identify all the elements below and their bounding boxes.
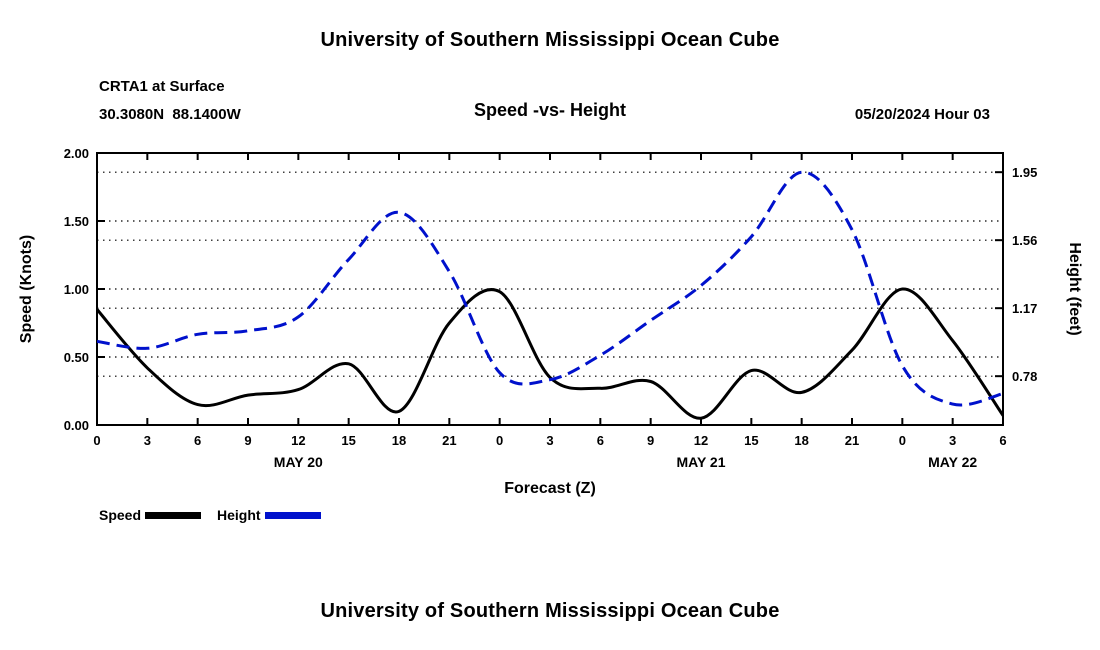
- legend-speed-swatch: [145, 511, 202, 519]
- right-tick-label: 1.95: [1012, 165, 1037, 180]
- left-tick-label: 2.00: [64, 146, 89, 161]
- right-tick-label: 1.17: [1012, 301, 1037, 316]
- datetime-label: 05/20/2024 Hour 03: [854, 106, 990, 123]
- left-tick-label: 1.50: [64, 214, 89, 229]
- left-tick-label: 1.00: [64, 282, 89, 297]
- x-tick-label: 3: [546, 433, 553, 448]
- x-tick-label: 3: [949, 433, 956, 448]
- chart-legend: Speed Height: [99, 507, 337, 523]
- x-tick-label: 18: [794, 433, 808, 448]
- left-tick-label: 0.50: [64, 350, 89, 365]
- day-label: MAY 21: [676, 454, 725, 470]
- x-tick-label: 18: [392, 433, 406, 448]
- top-title: University of Southern Mississippi Ocean…: [320, 29, 780, 51]
- coordinates-label: 30.3080N 88.1400W: [99, 106, 241, 123]
- x-tick-label: 3: [144, 433, 151, 448]
- x-tick-label: 6: [597, 433, 604, 448]
- x-tick-label: 0: [93, 433, 100, 448]
- x-tick-label: 15: [341, 433, 355, 448]
- left-tick-label: 0.00: [64, 418, 89, 433]
- right-tick-label: 1.56: [1012, 233, 1037, 248]
- height-line: [97, 170, 1003, 407]
- legend-height-swatch: [264, 511, 321, 519]
- x-tick-label: 21: [845, 433, 859, 448]
- x-tick-label: 12: [291, 433, 305, 448]
- x-tick-label: 6: [194, 433, 201, 448]
- right-tick-label: 0.78: [1012, 369, 1037, 384]
- legend-speed-label: Speed: [99, 507, 142, 523]
- x-tick-label: 9: [244, 433, 251, 448]
- bottom-title: University of Southern Mississippi Ocean…: [320, 600, 780, 622]
- x-tick-label: 15: [744, 433, 758, 448]
- station-label: CRTA1 at Surface: [99, 78, 225, 95]
- x-axis-title: Forecast (Z): [504, 480, 596, 497]
- day-label: MAY 20: [274, 454, 323, 470]
- speed-height-chart: 0 3 6 9 12 15 18 21 0 3 6 9 12 15 18 21 0 3 6 MAY 20 MAY 21 M…: [18, 146, 1083, 497]
- x-tick-label: 9: [647, 433, 654, 448]
- x-tick-label: 12: [694, 433, 708, 448]
- right-axis-title: Height (feet): [1066, 242, 1083, 335]
- plot-border: [96, 152, 1004, 426]
- x-tick-label: 0: [899, 433, 906, 448]
- chart-subtitle: Speed -vs- Height: [473, 100, 627, 120]
- day-label: MAY 22: [928, 454, 977, 470]
- x-tick-label: 6: [999, 433, 1006, 448]
- x-tick-label: 21: [442, 433, 456, 448]
- x-tick-label: 0: [496, 433, 503, 448]
- left-axis-title: Speed (Knots): [18, 235, 35, 343]
- speed-line: [97, 287, 1003, 420]
- legend-height-label: Height: [217, 507, 261, 523]
